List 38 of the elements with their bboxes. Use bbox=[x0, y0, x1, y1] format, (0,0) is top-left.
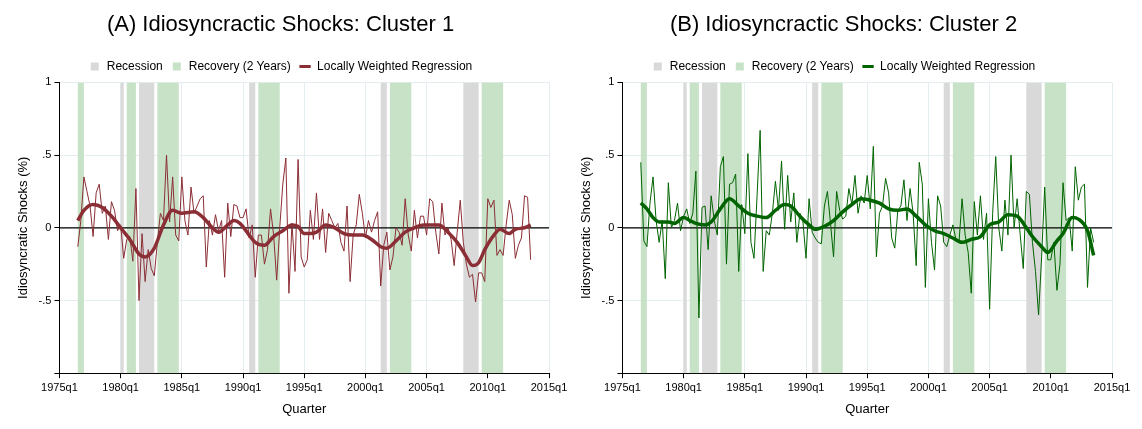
x-axis-title: Quarter bbox=[845, 400, 890, 416]
x-tick-label: 1985q1 bbox=[726, 380, 764, 393]
y-tick-label: .5 bbox=[42, 148, 52, 161]
x-tick-label: 1980q1 bbox=[665, 380, 702, 393]
legend-label: Recovery (2 Years) bbox=[188, 58, 291, 73]
x-tick-label: 2005q1 bbox=[408, 380, 445, 393]
legend-label: Recovery (2 Years) bbox=[751, 58, 854, 73]
x-tick-label: 2010q1 bbox=[469, 380, 507, 393]
x-tick-label: 1995q1 bbox=[285, 380, 323, 393]
y-tick-label: -.5 bbox=[601, 293, 615, 306]
x-tick-label: 2010q1 bbox=[1032, 380, 1070, 393]
legend-label: Recession bbox=[669, 58, 726, 73]
y-axis-title: Idiosyncratic Shocks (%) bbox=[15, 156, 31, 299]
legend-label: Recession bbox=[106, 58, 163, 73]
x-tick-label: 2000q1 bbox=[910, 380, 947, 393]
x-tick-label: 1975q1 bbox=[604, 380, 641, 393]
chart-title: (A) Idiosyncractic Shocks: Cluster 1 bbox=[106, 11, 455, 37]
y-axis-title: Idiosyncratic Shocks (%) bbox=[578, 156, 594, 299]
x-axis-title: Quarter bbox=[282, 400, 327, 416]
x-tick-label: 1990q1 bbox=[224, 380, 262, 393]
x-tick-label: 2000q1 bbox=[347, 380, 384, 393]
y-tick-label: -.5 bbox=[38, 293, 52, 306]
chart-title: (B) Idiosyncractic Shocks: Cluster 2 bbox=[669, 11, 1018, 37]
y-tick-label: 1 bbox=[45, 75, 52, 88]
x-tick-label: 1975q1 bbox=[41, 380, 78, 393]
x-tick-label: 1985q1 bbox=[163, 380, 201, 393]
legend-label: Locally Weighted Regression bbox=[880, 58, 1036, 73]
y-tick-label: 0 bbox=[45, 220, 52, 233]
y-tick-label: .5 bbox=[605, 148, 615, 161]
y-tick-label: 0 bbox=[608, 220, 615, 233]
x-tick-label: 2015q1 bbox=[1093, 380, 1131, 393]
legend-label: Locally Weighted Regression bbox=[317, 58, 473, 73]
x-tick-label: 1980q1 bbox=[102, 380, 139, 393]
x-tick-label: 1990q1 bbox=[787, 380, 825, 393]
x-tick-label: 2005q1 bbox=[971, 380, 1008, 393]
x-tick-label: 1995q1 bbox=[848, 380, 886, 393]
x-tick-label: 2015q1 bbox=[530, 380, 568, 393]
y-tick-label: 1 bbox=[608, 75, 615, 88]
